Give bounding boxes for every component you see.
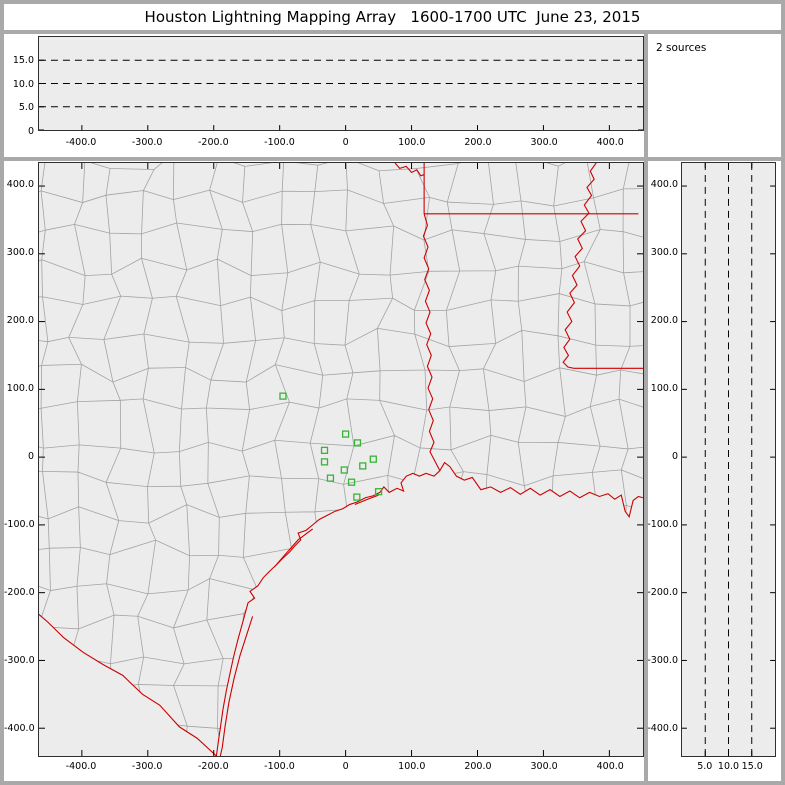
plan-view-map (39, 163, 643, 756)
tick-label: -400.0 (65, 761, 97, 772)
tick-label: 200.0 (6, 315, 34, 327)
station-marker (279, 392, 287, 400)
tick-label: 400.0 (596, 761, 624, 772)
tick-label: 0 (27, 126, 34, 137)
station-marker (353, 439, 362, 447)
tick-label: -400.0 (647, 723, 678, 735)
page-title: Houston Lightning Mapping Array 1600-170… (144, 8, 641, 26)
lma-stations (279, 392, 383, 501)
state-borders (39, 163, 643, 756)
source-histogram-panel[interactable]: 2 sources (648, 34, 781, 157)
tick-label: 0 (342, 761, 349, 772)
horizontal-divider-middle (4, 157, 781, 161)
altitude-vs-northsouth-panel[interactable] (681, 162, 776, 757)
tick-label: -400.0 (65, 137, 97, 148)
station-marker (320, 446, 329, 454)
station-marker (326, 474, 335, 482)
station-marker (369, 455, 377, 463)
tick-label: 200.0 (464, 137, 492, 148)
altitude-vs-eastwest-panel[interactable] (38, 36, 644, 131)
tick-label: 200.0 (650, 315, 678, 327)
tick-label: -300.0 (647, 655, 678, 667)
tick-label: -400.0 (4, 723, 35, 735)
altitude-vs-northsouth-plot (682, 163, 775, 756)
station-marker (359, 462, 367, 470)
station-marker (341, 430, 350, 438)
barrier-island (354, 494, 379, 506)
tick-label: 100.0 (398, 761, 426, 772)
tick-label: 0 (671, 451, 678, 463)
louisiana-mississippi-river-border (562, 163, 597, 369)
tick-label: 10.0 (12, 78, 34, 90)
texas-louisiana-border (422, 213, 441, 471)
station-marker (374, 488, 383, 496)
tick-label: -300.0 (131, 137, 163, 148)
tick-label: 100.0 (650, 383, 678, 395)
tick-label: 15.0 (12, 54, 34, 66)
barrier-island (274, 528, 314, 568)
tick-label: -100.0 (264, 761, 295, 772)
plan-view-map-panel[interactable] (38, 162, 644, 757)
station-marker (340, 466, 348, 474)
tick-label: 5.0 (697, 761, 713, 772)
tick-label: 300.0 (530, 761, 558, 772)
tick-label: 400.0 (596, 137, 624, 148)
station-marker (320, 458, 329, 466)
vertical-divider (644, 30, 648, 781)
red-river-border (394, 163, 425, 177)
tick-label: 0 (27, 451, 34, 463)
station-marker (353, 493, 361, 501)
tick-label: 10.0 (717, 761, 740, 772)
rio-grande-border (39, 613, 217, 756)
tick-label: 300.0 (650, 247, 678, 259)
tick-label: -300.0 (131, 761, 163, 772)
tick-label: 100.0 (398, 137, 426, 148)
tick-label: -100.0 (4, 519, 35, 531)
tick-label: -300.0 (4, 655, 35, 667)
tick-label: 200.0 (464, 761, 492, 772)
tick-label: 300.0 (530, 137, 558, 148)
barrier-island (219, 616, 254, 756)
tick-label: -100.0 (264, 137, 295, 148)
altitude-vs-eastwest-plot (39, 59, 643, 130)
tick-label: 400.0 (650, 179, 678, 191)
tick-label: 400.0 (6, 179, 34, 191)
sources-count-label: 2 sources (656, 42, 707, 54)
tick-label: 5.0 (18, 102, 34, 114)
horizontal-divider-top (4, 30, 781, 34)
coastline (215, 461, 643, 756)
tick-label: 15.0 (741, 761, 763, 772)
tick-label: 100.0 (6, 383, 34, 395)
tick-label: 300.0 (6, 247, 34, 259)
tick-label: -100.0 (647, 519, 678, 531)
county-boundaries (39, 163, 643, 756)
tick-label: -200.0 (4, 587, 35, 599)
tick-label: -200.0 (198, 761, 229, 772)
tick-label: -200.0 (198, 137, 229, 148)
tick-label: -200.0 (647, 587, 678, 599)
station-marker (347, 478, 356, 486)
tick-label: 0 (342, 137, 349, 148)
